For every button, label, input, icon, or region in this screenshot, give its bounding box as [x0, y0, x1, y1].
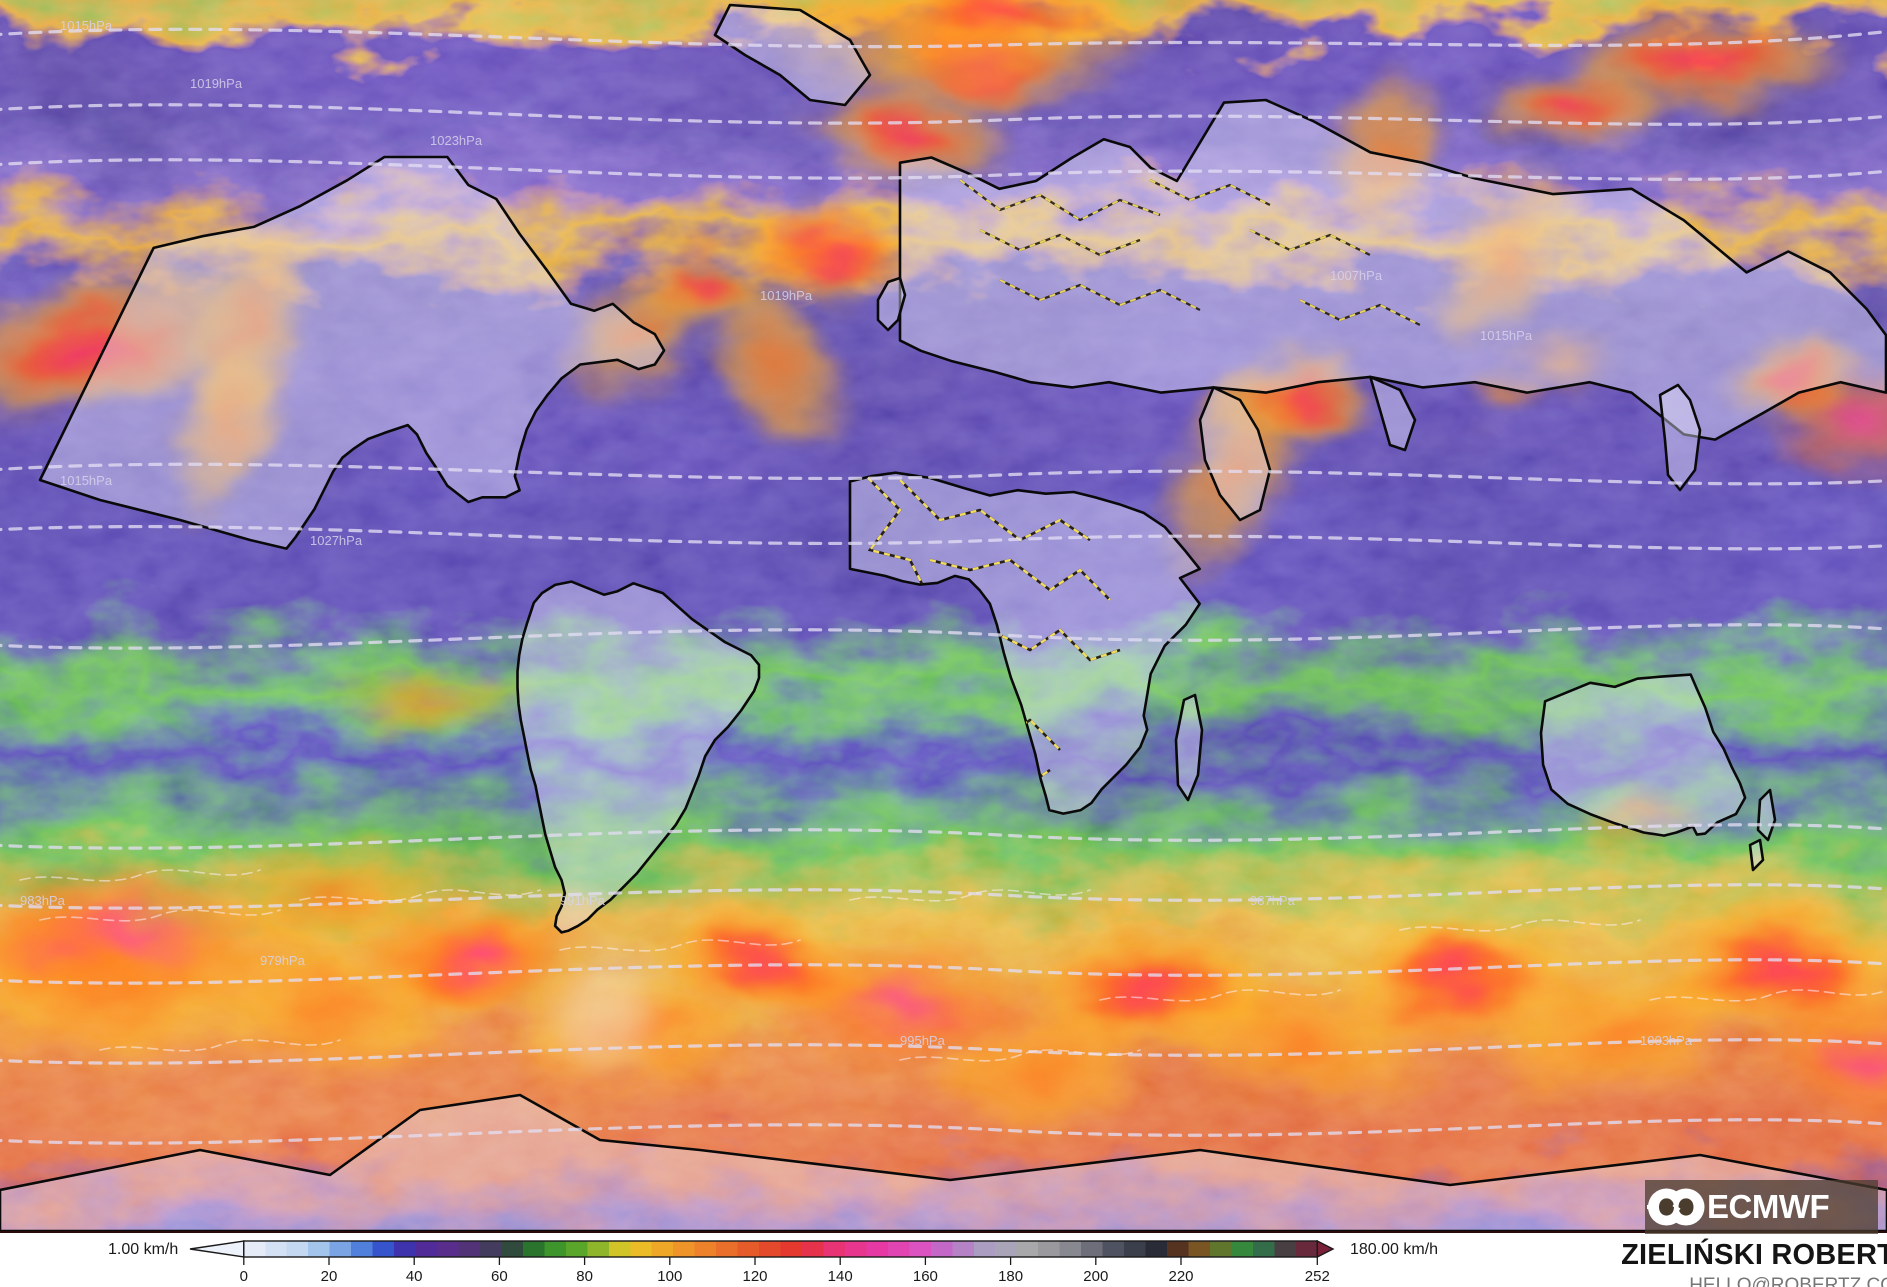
svg-text:252: 252 — [1305, 1268, 1330, 1285]
svg-text:1015hPa: 1015hPa — [1480, 328, 1533, 343]
svg-text:987hPa: 987hPa — [1250, 893, 1296, 908]
svg-text:1019hPa: 1019hPa — [190, 76, 243, 91]
svg-text:0: 0 — [240, 1268, 248, 1285]
svg-text:180: 180 — [998, 1268, 1023, 1285]
svg-text:80: 80 — [576, 1268, 593, 1285]
svg-text:100: 100 — [657, 1268, 682, 1285]
svg-text:220: 220 — [1168, 1268, 1193, 1285]
svg-text:1003hPa: 1003hPa — [1640, 1033, 1693, 1048]
svg-text:60: 60 — [491, 1268, 508, 1285]
svg-text:140: 140 — [828, 1268, 853, 1285]
svg-text:1019hPa: 1019hPa — [760, 288, 813, 303]
svg-text:1015hPa: 1015hPa — [60, 473, 113, 488]
svg-text:40: 40 — [406, 1268, 423, 1285]
svg-text:20: 20 — [321, 1268, 338, 1285]
svg-text:995hPa: 995hPa — [900, 1033, 946, 1048]
svg-text:1007hPa: 1007hPa — [1330, 268, 1383, 283]
svg-text:160: 160 — [913, 1268, 938, 1285]
svg-text:1015hPa: 1015hPa — [60, 18, 113, 33]
svg-text:1023hPa: 1023hPa — [430, 133, 483, 148]
svg-text:1027hPa: 1027hPa — [310, 533, 363, 548]
svg-text:200: 200 — [1083, 1268, 1108, 1285]
svg-text:991hPa: 991hPa — [560, 893, 606, 908]
svg-text:979hPa: 979hPa — [260, 953, 306, 968]
svg-text:983hPa: 983hPa — [20, 893, 66, 908]
svg-text:ECMWF: ECMWF — [1707, 1188, 1829, 1225]
svg-text:120: 120 — [742, 1268, 767, 1285]
svg-text:180.00 km/h: 180.00 km/h — [1350, 1241, 1438, 1258]
svg-text:1.00 km/h: 1.00 km/h — [108, 1241, 178, 1258]
